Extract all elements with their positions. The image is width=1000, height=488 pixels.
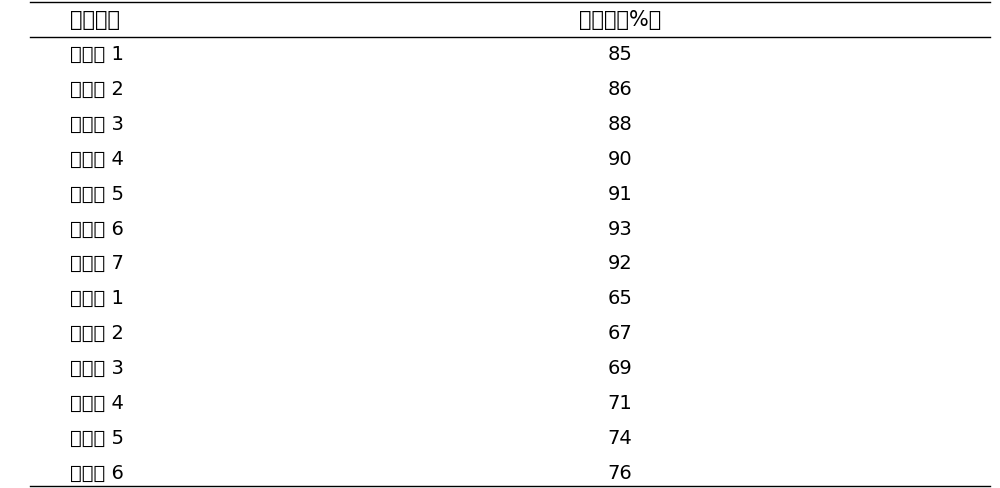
Text: 对比例 5: 对比例 5	[70, 428, 124, 447]
Text: 90: 90	[608, 150, 632, 169]
Text: 实施例 1: 实施例 1	[70, 45, 124, 64]
Text: 实施例 7: 实施例 7	[70, 254, 124, 273]
Text: 对比例 4: 对比例 4	[70, 394, 124, 413]
Text: 悬浮率（%）: 悬浮率（%）	[579, 10, 661, 30]
Text: 对比例 2: 对比例 2	[70, 324, 124, 343]
Text: 93: 93	[608, 220, 632, 239]
Text: 86: 86	[608, 80, 632, 99]
Text: 对比例 1: 对比例 1	[70, 289, 124, 308]
Text: 91: 91	[608, 184, 632, 203]
Text: 65: 65	[608, 289, 632, 308]
Text: 实施例 6: 实施例 6	[70, 220, 124, 239]
Text: 88: 88	[608, 115, 632, 134]
Text: 74: 74	[608, 428, 632, 447]
Text: 71: 71	[608, 394, 632, 413]
Text: 92: 92	[608, 254, 632, 273]
Text: 对比例 6: 对比例 6	[70, 464, 124, 483]
Text: 76: 76	[608, 464, 632, 483]
Text: 实施例 5: 实施例 5	[70, 184, 124, 203]
Text: 67: 67	[608, 324, 632, 343]
Text: 实施例 2: 实施例 2	[70, 80, 124, 99]
Text: 对比例 3: 对比例 3	[70, 359, 124, 378]
Text: 实施例 4: 实施例 4	[70, 150, 124, 169]
Text: 85: 85	[608, 45, 632, 64]
Text: 实施例 3: 实施例 3	[70, 115, 124, 134]
Text: 助剂编号: 助剂编号	[70, 10, 120, 30]
Text: 69: 69	[608, 359, 632, 378]
